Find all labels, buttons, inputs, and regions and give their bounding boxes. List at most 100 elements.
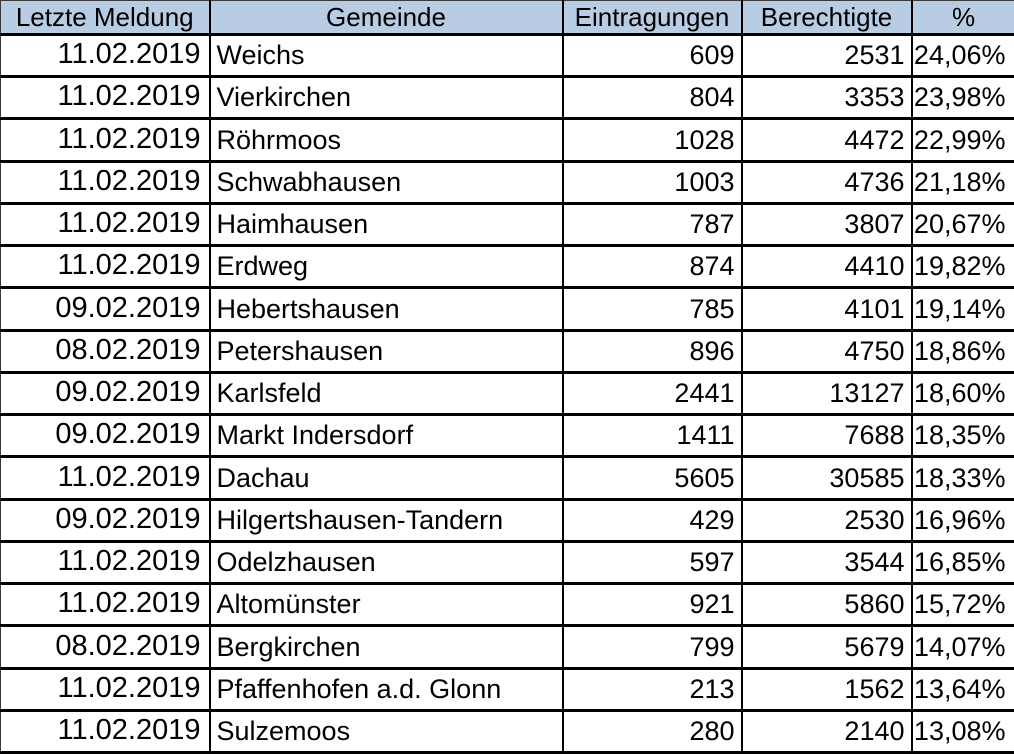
cell-percent: 13,08% bbox=[910, 708, 1014, 753]
cell-eintragungen: 896 bbox=[561, 328, 742, 373]
table-row: 11.02.2019 Altomünster 921 5860 15,72% bbox=[0, 582, 1014, 626]
table-row: 09.02.2019 Karlsfeld 2441 13127 18,60% bbox=[0, 370, 1014, 415]
cell-gemeinde: Weichs bbox=[208, 32, 563, 77]
table-row: 11.02.2019 Sulzemoos 280 2140 13,08% bbox=[0, 708, 1014, 753]
table-row: 11.02.2019 Röhrmoos 1028 4472 22,99% bbox=[0, 117, 1014, 162]
cell-percent: 20,67% bbox=[910, 201, 1014, 246]
cell-berechtigte: 3353 bbox=[740, 75, 912, 119]
cell-letzte-meldung: 09.02.2019 bbox=[0, 286, 210, 331]
cell-letzte-meldung: 11.02.2019 bbox=[0, 582, 210, 626]
cell-gemeinde: Röhrmoos bbox=[208, 117, 563, 162]
table-row: 11.02.2019 Schwabhausen 1003 4736 21,18% bbox=[0, 159, 1014, 204]
table-row: 09.02.2019 Hebertshausen 785 4101 19,14% bbox=[0, 286, 1014, 331]
cell-percent: 18,35% bbox=[910, 413, 1014, 457]
column-header-berechtigte: Berechtigte bbox=[740, 0, 912, 35]
cell-percent: 15,72% bbox=[910, 582, 1014, 626]
table-row: 09.02.2019 Hilgertshausen-Tandern 429 25… bbox=[0, 497, 1014, 542]
cell-berechtigte: 4736 bbox=[740, 159, 912, 204]
cell-percent: 16,85% bbox=[910, 539, 1014, 584]
cell-percent: 24,06% bbox=[910, 32, 1014, 77]
cell-letzte-meldung: 11.02.2019 bbox=[0, 75, 210, 119]
table-row: 11.02.2019 Erdweg 874 4410 19,82% bbox=[0, 244, 1014, 288]
cell-gemeinde: Sulzemoos bbox=[208, 708, 563, 753]
cell-letzte-meldung: 08.02.2019 bbox=[0, 328, 210, 373]
table-row: 11.02.2019 Dachau 5605 30585 18,33% bbox=[0, 455, 1014, 500]
table-row: 11.02.2019 Pfaffenhofen a.d. Glonn 213 1… bbox=[0, 666, 1014, 711]
cell-berechtigte: 4472 bbox=[740, 117, 912, 162]
cell-eintragungen: 280 bbox=[561, 708, 742, 753]
cell-letzte-meldung: 11.02.2019 bbox=[0, 201, 210, 246]
cell-eintragungen: 874 bbox=[561, 244, 742, 288]
cell-eintragungen: 804 bbox=[561, 75, 742, 119]
table-row: 11.02.2019 Haimhausen 787 3807 20,67% bbox=[0, 201, 1014, 246]
cell-percent: 16,96% bbox=[910, 497, 1014, 542]
cell-berechtigte: 7688 bbox=[740, 413, 912, 457]
cell-eintragungen: 5605 bbox=[561, 455, 742, 500]
cell-letzte-meldung: 09.02.2019 bbox=[0, 370, 210, 415]
cell-eintragungen: 1003 bbox=[561, 159, 742, 204]
cell-gemeinde: Vierkirchen bbox=[208, 75, 563, 119]
cell-gemeinde: Karlsfeld bbox=[208, 370, 563, 415]
cell-percent: 19,82% bbox=[910, 244, 1014, 288]
table-row: 09.02.2019 Markt Indersdorf 1411 7688 18… bbox=[0, 413, 1014, 457]
cell-gemeinde: Dachau bbox=[208, 455, 563, 500]
cell-berechtigte: 1562 bbox=[740, 666, 912, 711]
cell-eintragungen: 787 bbox=[561, 201, 742, 246]
table-row: 08.02.2019 Bergkirchen 799 5679 14,07% bbox=[0, 624, 1014, 669]
cell-berechtigte: 2140 bbox=[740, 708, 912, 753]
cell-berechtigte: 3544 bbox=[740, 539, 912, 584]
cell-gemeinde: Altomünster bbox=[208, 582, 563, 626]
cell-percent: 21,18% bbox=[910, 159, 1014, 204]
cell-eintragungen: 785 bbox=[561, 286, 742, 331]
cell-percent: 18,33% bbox=[910, 455, 1014, 500]
table-row: 11.02.2019 Vierkirchen 804 3353 23,98% bbox=[0, 75, 1014, 119]
cell-percent: 19,14% bbox=[910, 286, 1014, 331]
column-header-letzte-meldung: Letzte Meldung bbox=[0, 0, 210, 35]
cell-eintragungen: 429 bbox=[561, 497, 742, 542]
cell-gemeinde: Schwabhausen bbox=[208, 159, 563, 204]
cell-gemeinde: Markt Indersdorf bbox=[208, 413, 563, 457]
cell-letzte-meldung: 11.02.2019 bbox=[0, 159, 210, 204]
column-header-gemeinde: Gemeinde bbox=[208, 0, 563, 35]
table-row: 08.02.2019 Petershausen 896 4750 18,86% bbox=[0, 328, 1014, 373]
cell-eintragungen: 1028 bbox=[561, 117, 742, 162]
cell-eintragungen: 799 bbox=[561, 624, 742, 669]
table-row: 11.02.2019 Odelzhausen 597 3544 16,85% bbox=[0, 539, 1014, 584]
cell-letzte-meldung: 11.02.2019 bbox=[0, 539, 210, 584]
cell-gemeinde: Petershausen bbox=[208, 328, 563, 373]
cell-berechtigte: 5860 bbox=[740, 582, 912, 626]
cell-berechtigte: 2531 bbox=[740, 32, 912, 77]
cell-gemeinde: Hilgertshausen-Tandern bbox=[208, 497, 563, 542]
cell-berechtigte: 4750 bbox=[740, 328, 912, 373]
cell-percent: 13,64% bbox=[910, 666, 1014, 711]
column-header-percent: % bbox=[910, 0, 1014, 35]
cell-letzte-meldung: 08.02.2019 bbox=[0, 624, 210, 669]
cell-gemeinde: Bergkirchen bbox=[208, 624, 563, 669]
cell-eintragungen: 1411 bbox=[561, 413, 742, 457]
table-header-row: Letzte Meldung Gemeinde Eintragungen Ber… bbox=[0, 0, 1014, 35]
cell-eintragungen: 597 bbox=[561, 539, 742, 584]
cell-eintragungen: 921 bbox=[561, 582, 742, 626]
table-row: 11.02.2019 Weichs 609 2531 24,06% bbox=[0, 32, 1014, 77]
cell-letzte-meldung: 11.02.2019 bbox=[0, 117, 210, 162]
column-header-eintragungen: Eintragungen bbox=[561, 0, 742, 35]
cell-berechtigte: 30585 bbox=[740, 455, 912, 500]
cell-berechtigte: 3807 bbox=[740, 201, 912, 246]
cell-letzte-meldung: 09.02.2019 bbox=[0, 497, 210, 542]
cell-gemeinde: Haimhausen bbox=[208, 201, 563, 246]
cell-berechtigte: 13127 bbox=[740, 370, 912, 415]
cell-percent: 23,98% bbox=[910, 75, 1014, 119]
cell-berechtigte: 4410 bbox=[740, 244, 912, 288]
cell-letzte-meldung: 11.02.2019 bbox=[0, 455, 210, 500]
cell-berechtigte: 5679 bbox=[740, 624, 912, 669]
cell-letzte-meldung: 11.02.2019 bbox=[0, 666, 210, 711]
cell-gemeinde: Odelzhausen bbox=[208, 539, 563, 584]
cell-gemeinde: Erdweg bbox=[208, 244, 563, 288]
cell-letzte-meldung: 09.02.2019 bbox=[0, 413, 210, 457]
cell-eintragungen: 609 bbox=[561, 32, 742, 77]
table-body: 11.02.2019 Weichs 609 2531 24,06% 11.02.… bbox=[0, 32, 1014, 753]
cell-eintragungen: 2441 bbox=[561, 370, 742, 415]
cell-letzte-meldung: 11.02.2019 bbox=[0, 32, 210, 77]
